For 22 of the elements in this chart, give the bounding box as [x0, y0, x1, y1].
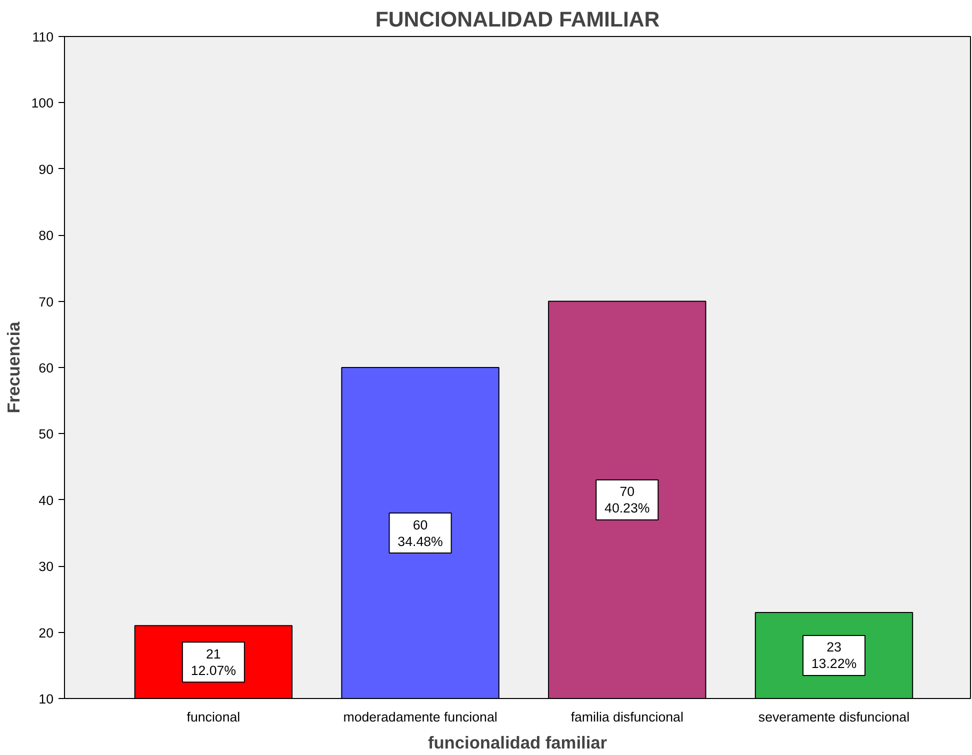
x-tick-label: severamente disfuncional	[758, 710, 910, 724]
y-tick-label: 90	[38, 162, 54, 177]
x-tick-label: familia disfuncional	[570, 710, 684, 724]
y-axis-title: Frecuencia	[3, 321, 24, 414]
x-tick-label: moderadamente funcional	[343, 710, 498, 724]
data-label: 23 13.22%	[811, 640, 857, 672]
y-tick-label: 30	[38, 559, 54, 574]
chart-title: FUNCIONALIDAD FAMILIAR	[375, 8, 660, 32]
y-tick-label: 20	[38, 625, 54, 640]
y-tick-label: 100	[31, 96, 54, 111]
y-tick-label: 40	[38, 492, 54, 508]
data-label: 70 40.23%	[604, 484, 650, 516]
y-tick-label: 110	[32, 30, 54, 44]
x-tick-label: funcional	[186, 710, 240, 724]
x-axis-title: funcionalidad familiar	[428, 732, 608, 752]
data-label: 60 34.48%	[398, 517, 444, 549]
y-tick-label: 80	[38, 228, 54, 244]
y-tick-label: 50	[38, 426, 54, 442]
y-tick-label: 10	[38, 692, 54, 706]
y-tick-label: 70	[38, 294, 54, 310]
data-label: 21 12.07%	[190, 646, 236, 678]
y-tick-label: 60	[38, 360, 54, 376]
